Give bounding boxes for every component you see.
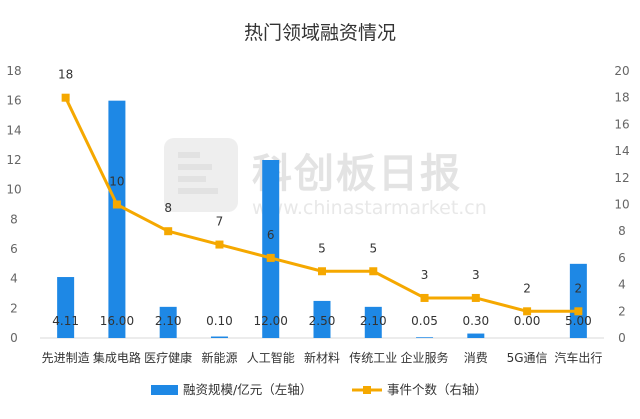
category-label: 传统工业 (349, 350, 397, 365)
line-point (164, 227, 173, 236)
bar (416, 337, 434, 338)
right-axis-tick-label: 6 (618, 251, 626, 265)
left-axis-tick-label: 14 (6, 123, 21, 137)
bar-value-label: 2.50 (309, 314, 336, 328)
line-point (112, 200, 121, 209)
bar (313, 300, 331, 338)
watermark-logo-icon (164, 138, 238, 212)
category-label: 消费 (464, 351, 488, 365)
right-axis-tick-label: 4 (618, 278, 626, 292)
bar-value-labels: 4.11 16.00 2.10 0.10 12.00 2.50 2.10 0.05 0.30 0.… (52, 314, 591, 328)
bar-value-label: 2.10 (360, 314, 387, 328)
left-axis: 0 2 4 6 8 10 12 14 16 18 (6, 64, 21, 345)
bar (159, 306, 177, 338)
bar-value-label: 0.00 (514, 314, 541, 328)
line-value-label: 2 (523, 281, 531, 295)
category-label: 汽车出行 (554, 350, 602, 365)
right-axis-tick-label: 16 (614, 117, 629, 131)
category-label: 先进制造 (42, 351, 90, 365)
bar-value-label: 0.05 (411, 314, 438, 328)
left-axis-tick-label: 6 (10, 242, 18, 256)
left-axis-tick-label: 18 (6, 64, 21, 78)
bar (210, 336, 228, 338)
bar (262, 160, 280, 338)
line-point (471, 293, 480, 302)
category-label: 新材料 (304, 350, 340, 365)
right-axis-tick-label: 20 (614, 64, 629, 78)
right-axis-tick-label: 0 (618, 331, 626, 345)
line-value-label: 7 (216, 215, 224, 229)
bar (467, 333, 485, 338)
line-value-label: 18 (58, 68, 73, 82)
line-value-label: 2 (575, 281, 583, 295)
right-axis-tick-label: 2 (618, 304, 626, 318)
left-axis-tick-label: 0 (10, 331, 18, 345)
category-label: 医疗健康 (144, 350, 192, 365)
bar (108, 100, 126, 339)
category-label: 人工智能 (247, 350, 295, 365)
category-label: 5G通信 (507, 351, 548, 365)
line-value-label: 5 (318, 241, 326, 255)
line-point (318, 267, 326, 276)
bar-value-label: 2.10 (155, 314, 182, 328)
left-axis-tick-label: 2 (10, 301, 18, 315)
chart-title: 热门领域融资情况 (244, 22, 396, 44)
right-axis-tick-label: 18 (614, 91, 629, 105)
line-point (61, 93, 70, 102)
watermark-url: www.chinastarmarket.cn (252, 197, 487, 219)
watermark-brand: 科创板日报 (252, 151, 462, 197)
left-axis-tick-label: 10 (6, 183, 21, 197)
legend-label-line: 事件个数（右轴） (387, 382, 487, 397)
line-value-label: 8 (164, 201, 172, 215)
left-axis-tick-label: 16 (6, 94, 21, 108)
line-value-labels: 18 10 8 7 6 5 5 3 3 2 2 (58, 68, 582, 296)
bar-value-label: 5.00 (565, 314, 592, 328)
line-point (369, 267, 378, 276)
bar-value-label: 0.30 (462, 314, 489, 328)
bar-value-label: 16.00 (100, 314, 134, 328)
right-axis-tick-label: 14 (614, 144, 629, 158)
right-axis-tick-label: 8 (618, 224, 626, 238)
bar-value-label: 0.10 (206, 314, 233, 328)
right-axis: 0 2 4 6 8 10 12 14 16 18 20 (614, 64, 629, 345)
left-axis-tick-label: 8 (10, 212, 18, 226)
bar-value-label: 4.11 (52, 314, 79, 328)
line-point (215, 240, 224, 249)
legend-swatch-bar (151, 385, 178, 395)
line-series (61, 93, 583, 316)
legend: 融资规模/亿元（左轴） 事件个数（右轴） (151, 382, 487, 397)
line-value-label: 6 (267, 228, 275, 242)
category-label: 企业服务 (401, 350, 449, 365)
line-point (420, 293, 429, 302)
category-label: 集成电路 (93, 350, 141, 365)
right-axis-tick-label: 10 (614, 198, 629, 212)
line-value-label: 3 (472, 268, 480, 282)
legend-label-bar: 融资规模/亿元（左轴） (183, 382, 312, 397)
line-point (574, 307, 583, 316)
bar (364, 306, 382, 338)
legend-swatch-marker (363, 386, 371, 394)
line-point (523, 307, 532, 316)
bar-series (57, 100, 587, 339)
right-axis-tick-label: 12 (614, 171, 629, 185)
category-label: 新能源 (201, 350, 237, 365)
line-value-label: 5 (369, 241, 377, 255)
watermark: 科创板日报 www.chinastarmarket.cn (164, 138, 487, 219)
line-value-label: 10 (109, 175, 124, 189)
left-axis-tick-label: 12 (6, 153, 21, 167)
line-point (266, 253, 275, 262)
category-labels: 先进制造 集成电路 医疗健康 新能源 人工智能 新材料 传统工业 企业服务 消费 5G通信 汽车出行 (42, 350, 603, 365)
bar (569, 263, 587, 338)
left-axis-tick-label: 4 (10, 272, 18, 286)
bar (57, 277, 75, 338)
bar-value-label: 12.00 (254, 314, 288, 328)
line-value-label: 3 (421, 268, 429, 282)
